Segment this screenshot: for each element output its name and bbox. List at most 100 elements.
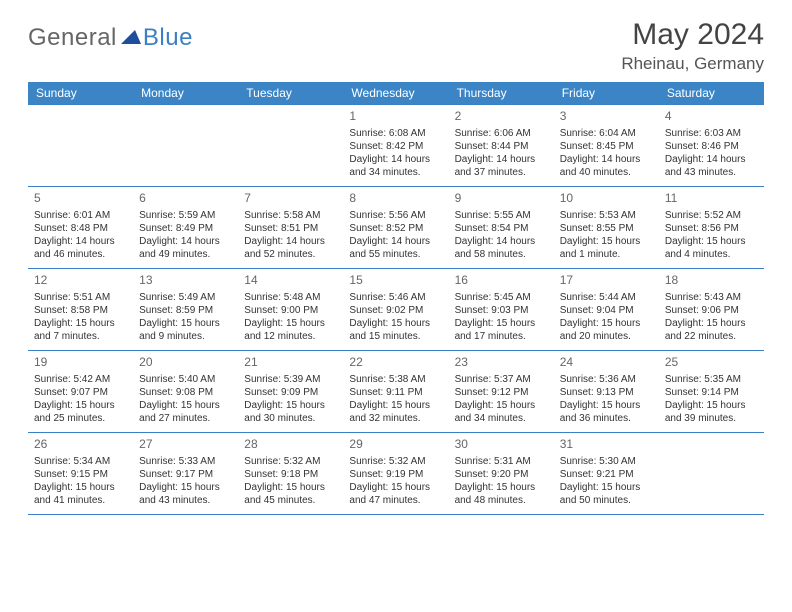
daylight-text: Daylight: 15 hours and 30 minutes. [244,399,337,425]
calendar-day-cell: 24Sunrise: 5:36 AMSunset: 9:13 PMDayligh… [554,351,659,433]
sunset-text: Sunset: 9:04 PM [560,304,653,317]
daylight-text: Daylight: 14 hours and 46 minutes. [34,235,127,261]
calendar-day-cell: 30Sunrise: 5:31 AMSunset: 9:20 PMDayligh… [449,433,554,515]
calendar-header: SundayMondayTuesdayWednesdayThursdayFrid… [28,82,764,105]
calendar-day-cell: 14 Sunrise: 5:48 AMSunset: 9:00 PMDayligh… [238,269,343,351]
daylight-text: Daylight: 15 hours and 48 minutes. [455,481,548,507]
calendar-day-cell [238,105,343,187]
daylight-text: Daylight: 14 hours and 34 minutes. [349,153,442,179]
calendar-day-cell: 27Sunrise: 5:33 AMSunset: 9:17 PMDayligh… [133,433,238,515]
logo-text-general: General [28,24,117,52]
sunrise-text: Sunrise: 5:32 AM [244,455,337,468]
sunset-text: Sunset: 9:11 PM [349,386,442,399]
sunset-text: Sunset: 8:48 PM [34,222,127,235]
daylight-text: Daylight: 15 hours and 36 minutes. [560,399,653,425]
sunset-text: Sunset: 8:49 PM [139,222,232,235]
sunset-text: Sunset: 9:20 PM [455,468,548,481]
day-number: 2 [455,109,548,125]
day-number: 22 [349,355,442,371]
sunset-text: Sunset: 8:55 PM [560,222,653,235]
day-number: 14 [244,273,337,289]
sunrise-text: Sunrise: 5:45 AM [455,291,548,304]
calendar-day-cell: 21Sunrise: 5:39 AMSunset: 9:09 PMDayligh… [238,351,343,433]
day-number: 18 [665,273,758,289]
daylight-text: Daylight: 14 hours and 49 minutes. [139,235,232,261]
sunrise-text: Sunrise: 5:44 AM [560,291,653,304]
location-label: Rheinau, Germany [621,54,764,74]
day-number: 10 [560,191,653,207]
sunset-text: Sunset: 8:52 PM [349,222,442,235]
calendar-day-cell: 4Sunrise: 6:03 AMSunset: 8:46 PMDaylight… [659,105,764,187]
daylight-text: Daylight: 15 hours and 45 minutes. [244,481,337,507]
calendar-table: SundayMondayTuesdayWednesdayThursdayFrid… [28,82,764,515]
day-number: 7 [244,191,337,207]
daylight-text: Daylight: 15 hours and 25 minutes. [34,399,127,425]
day-number: 19 [34,355,127,371]
day-number: 8 [349,191,442,207]
daylight-text: Daylight: 15 hours and 47 minutes. [349,481,442,507]
calendar-day-cell: 16 Sunrise: 5:45 AMSunset: 9:03 PMDayligh… [449,269,554,351]
calendar-day-cell: 5Sunrise: 6:01 AMSunset: 8:48 PMDaylight… [28,187,133,269]
calendar-week-row: 12Sunrise: 5:51 AMSunset: 8:58 PMDayligh… [28,269,764,351]
weekday-header: Monday [133,82,238,105]
sunset-text: Sunset: 9:17 PM [139,468,232,481]
day-number: 23 [455,355,548,371]
weekday-header: Saturday [659,82,764,105]
daylight-text: Daylight: 14 hours and 37 minutes. [455,153,548,179]
calendar-day-cell: 28Sunrise: 5:32 AMSunset: 9:18 PMDayligh… [238,433,343,515]
calendar-day-cell: 11Sunrise: 5:52 AMSunset: 8:56 PMDayligh… [659,187,764,269]
calendar-day-cell: 23Sunrise: 5:37 AMSunset: 9:12 PMDayligh… [449,351,554,433]
day-number: 11 [665,191,758,207]
calendar-day-cell: 13Sunrise: 5:49 AMSunset: 8:59 PMDayligh… [133,269,238,351]
sunset-text: Sunset: 9:00 PM [244,304,337,317]
sunset-text: Sunset: 9:13 PM [560,386,653,399]
day-number: 31 [560,437,653,453]
calendar-day-cell: 10 Sunrise: 5:53 AMSunset: 8:55 PMDayligh… [554,187,659,269]
calendar-day-cell: 3Sunrise: 6:04 AMSunset: 8:45 PMDaylight… [554,105,659,187]
daylight-text: Daylight: 15 hours and 1 minute. [560,235,653,261]
day-number: 16 [455,273,548,289]
daylight-text: Daylight: 15 hours and 32 minutes. [349,399,442,425]
sunset-text: Sunset: 9:03 PM [455,304,548,317]
daylight-text: Daylight: 14 hours and 52 minutes. [244,235,337,261]
calendar-day-cell [28,105,133,187]
daylight-text: Daylight: 15 hours and 12 minutes. [244,317,337,343]
sunset-text: Sunset: 9:14 PM [665,386,758,399]
sunset-text: Sunset: 9:19 PM [349,468,442,481]
day-number: 1 [349,109,442,125]
calendar-body: 1Sunrise: 6:08 AMSunset: 8:42 PMDaylight… [28,105,764,515]
calendar-day-cell: 7Sunrise: 5:58 AMSunset: 8:51 PMDaylight… [238,187,343,269]
day-number: 12 [34,273,127,289]
sunrise-text: Sunrise: 6:03 AM [665,127,758,140]
daylight-text: Daylight: 15 hours and 9 minutes. [139,317,232,343]
day-number: 3 [560,109,653,125]
calendar-week-row: 19Sunrise: 5:42 AMSunset: 9:07 PMDayligh… [28,351,764,433]
day-number: 25 [665,355,758,371]
day-number: 30 [455,437,548,453]
sunrise-text: Sunrise: 5:35 AM [665,373,758,386]
daylight-text: Daylight: 15 hours and 4 minutes. [665,235,758,261]
header-row: General Blue May 2024 Rheinau, Germany [28,18,764,74]
weekday-header: Tuesday [238,82,343,105]
sunset-text: Sunset: 8:54 PM [455,222,548,235]
daylight-text: Daylight: 14 hours and 58 minutes. [455,235,548,261]
sunset-text: Sunset: 9:12 PM [455,386,548,399]
sunrise-text: Sunrise: 5:56 AM [349,209,442,222]
day-number: 4 [665,109,758,125]
calendar-day-cell: 15Sunrise: 5:46 AMSunset: 9:02 PMDayligh… [343,269,448,351]
calendar-day-cell: 9Sunrise: 5:55 AMSunset: 8:54 PMDaylight… [449,187,554,269]
calendar-day-cell: 20Sunrise: 5:40 AMSunset: 9:08 PMDayligh… [133,351,238,433]
calendar-week-row: 5Sunrise: 6:01 AMSunset: 8:48 PMDaylight… [28,187,764,269]
sunrise-text: Sunrise: 5:36 AM [560,373,653,386]
calendar-day-cell: 22Sunrise: 5:38 AMSunset: 9:11 PMDayligh… [343,351,448,433]
sunrise-text: Sunrise: 5:48 AM [244,291,337,304]
day-number: 28 [244,437,337,453]
sunrise-text: Sunrise: 5:53 AM [560,209,653,222]
daylight-text: Daylight: 15 hours and 41 minutes. [34,481,127,507]
day-number: 9 [455,191,548,207]
weekday-header: Sunday [28,82,133,105]
daylight-text: Daylight: 15 hours and 17 minutes. [455,317,548,343]
calendar-day-cell: 1Sunrise: 6:08 AMSunset: 8:42 PMDaylight… [343,105,448,187]
sunset-text: Sunset: 8:58 PM [34,304,127,317]
calendar-week-row: 26Sunrise: 5:34 AMSunset: 9:15 PMDayligh… [28,433,764,515]
